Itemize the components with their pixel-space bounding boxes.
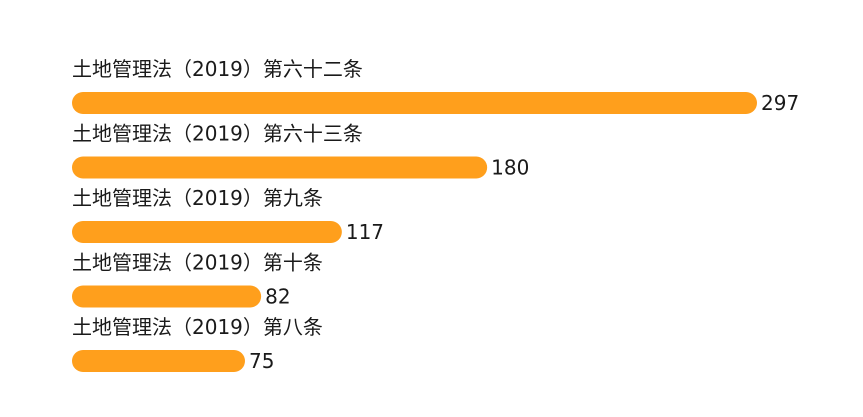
value-label: 297 <box>761 91 799 115</box>
category-label: 土地管理法（2019）第九条 <box>72 186 323 210</box>
value-label: 180 <box>491 156 529 180</box>
value-label: 75 <box>249 349 274 373</box>
category-label: 土地管理法（2019）第十条 <box>72 251 323 275</box>
bar <box>72 350 245 372</box>
bar <box>72 92 757 114</box>
category-label: 土地管理法（2019）第六十三条 <box>72 122 363 146</box>
value-label: 82 <box>265 285 290 309</box>
value-label: 117 <box>346 220 384 244</box>
category-label: 土地管理法（2019）第六十二条 <box>72 57 363 81</box>
bar <box>72 156 488 179</box>
bar <box>72 221 342 243</box>
bar <box>72 285 262 308</box>
category-label: 土地管理法（2019）第八条 <box>72 315 323 339</box>
